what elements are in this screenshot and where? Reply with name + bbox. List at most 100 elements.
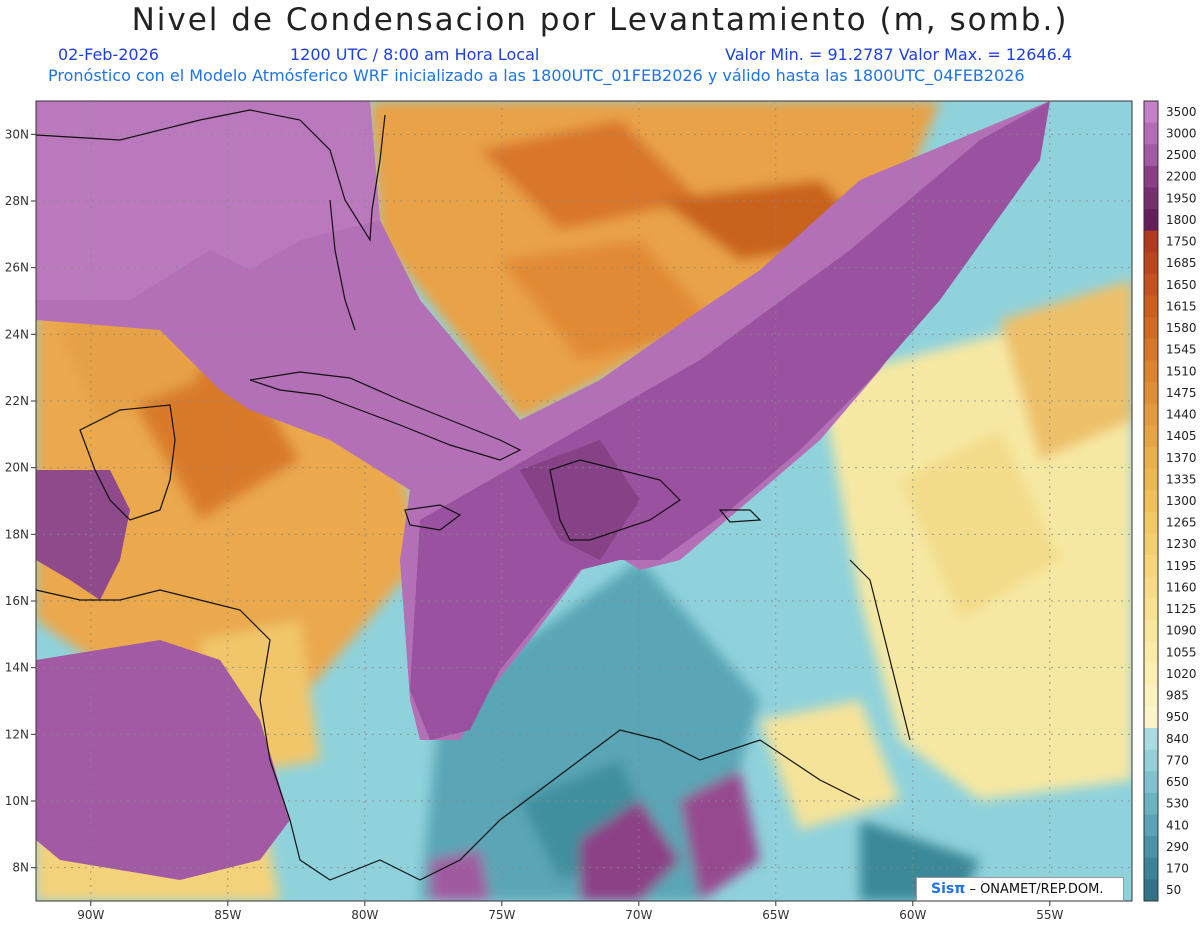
colorbar-label: 1335 (1166, 472, 1197, 486)
lon-tick-label: 65W (762, 908, 789, 922)
lat-tick-label: 26N (5, 261, 29, 275)
colorbar-swatch (1144, 252, 1158, 275)
colorbar-swatch (1144, 360, 1158, 383)
lon-tick-label: 90W (77, 908, 104, 922)
colorbar-label: 1800 (1166, 213, 1197, 227)
lon-tick-label: 80W (351, 908, 378, 922)
colorbar-label: 950 (1166, 710, 1189, 724)
colorbar-swatch (1144, 317, 1158, 340)
grid-lines (36, 101, 1132, 901)
colorbar-swatch (1144, 814, 1158, 837)
lat-tick-label: 14N (5, 661, 29, 675)
map-title: Nivel de Condensacion por Levantamiento … (131, 2, 1069, 38)
colorbar-label: 650 (1166, 775, 1189, 789)
colorbar-swatch (1144, 684, 1158, 707)
colorbar-swatch (1144, 490, 1158, 513)
lat-tick-label: 22N (5, 394, 29, 408)
lon-tick-label: 60W (899, 908, 926, 922)
colorbar-label: 2200 (1166, 170, 1197, 184)
colorbar-swatch (1144, 511, 1158, 534)
lat-tick-label: 20N (5, 461, 29, 475)
credit-org: – ONAMET/REP.DOM. (969, 882, 1104, 897)
colorbar-label: 985 (1166, 689, 1189, 703)
colorbar-label: 1020 (1166, 667, 1197, 681)
colorbar-swatch (1144, 101, 1158, 124)
colorbar-swatch (1144, 382, 1158, 405)
colorbar-label: 1440 (1166, 408, 1197, 422)
colorbar-swatch (1144, 425, 1158, 448)
lat-tick-label: 16N (5, 594, 29, 608)
colorbar-swatch (1144, 555, 1158, 578)
colorbar-swatch (1144, 641, 1158, 664)
colorbar-label: 770 (1166, 753, 1189, 767)
purple-region-north (36, 101, 1050, 740)
lat-tick-label: 24N (5, 327, 29, 341)
colorbar-swatch (1144, 122, 1158, 145)
colorbar: 3500 3000 2500 2200 1950 1800 1750 1685 1650 1615… (1143, 100, 1197, 902)
colorbar-label: 1950 (1166, 191, 1197, 205)
colorbar-label: 170 (1166, 862, 1189, 876)
colorbar-label: 1125 (1166, 602, 1197, 616)
colorbar-label: 410 (1166, 818, 1189, 832)
sis-logo-text: Sisπ (931, 881, 966, 897)
model-description: Pronóstico con el Modelo Atmósferico WRF… (48, 66, 1025, 85)
colorbar-swatch (1144, 165, 1158, 188)
colorbar-label: 3500 (1166, 105, 1197, 119)
lat-tick-label: 12N (5, 727, 29, 741)
map-field (36, 101, 1132, 901)
lat-tick-label: 28N (5, 194, 29, 208)
colorbar-label: 1475 (1166, 386, 1197, 400)
colorbar-label: 1750 (1166, 235, 1197, 249)
colorbar-swatch (1144, 230, 1158, 253)
coastlines (35, 109, 911, 881)
colorbar-swatch (1144, 295, 1158, 318)
lat-tick-label: 8N (12, 861, 29, 875)
lat-tick-label: 30N (5, 127, 29, 141)
colorbar-label: 1195 (1166, 559, 1197, 573)
colorbar-label: 1405 (1166, 429, 1197, 443)
purple-region-sw (36, 640, 290, 880)
colorbar-swatch (1144, 209, 1158, 232)
lon-tick-label: 70W (625, 908, 652, 922)
purple-band-diagonal (410, 101, 1050, 740)
colorbar-swatch (1144, 403, 1158, 426)
colorbar-label: 1510 (1166, 364, 1197, 378)
colorbar-label: 3000 (1166, 126, 1197, 140)
lat-tick-label: 18N (5, 527, 29, 541)
colorbar-label: 1090 (1166, 624, 1197, 638)
lon-tick-label: 85W (214, 908, 241, 922)
colorbar-swatch (1144, 619, 1158, 643)
forecast-date: 02-Feb-2026 (58, 45, 159, 64)
colorbar-swatch (1144, 576, 1158, 599)
colorbar-label: 1230 (1166, 537, 1197, 551)
colorbar-swatch (1144, 338, 1158, 361)
colorbar-label: 530 (1166, 797, 1189, 811)
colorbar-label: 1055 (1166, 645, 1197, 659)
colorbar-swatch (1144, 749, 1158, 772)
colorbar-swatch (1144, 598, 1158, 621)
lat-tick-label: 10N (5, 794, 29, 808)
colorbar-swatch (1144, 771, 1158, 794)
colorbar-label: 1580 (1166, 321, 1197, 335)
colorbar-label: 1160 (1166, 580, 1197, 594)
colorbar-label: 2500 (1166, 148, 1197, 162)
colorbar-swatch (1144, 663, 1158, 686)
axis-ticks: 90W 85W 80W 75W 70W 65W 60W 55W 30N 28N 26N 24N 22N 2… (5, 127, 1064, 922)
colorbar-swatch (1144, 836, 1158, 859)
colorbar-label: 290 (1166, 840, 1189, 854)
colorbar-swatch (1144, 879, 1158, 902)
colorbar-swatch (1144, 468, 1158, 491)
colorbar-label: 1265 (1166, 516, 1197, 530)
colorbar-swatch (1144, 144, 1158, 167)
colorbar-swatch (1144, 728, 1158, 751)
colorbar-label: 1545 (1166, 343, 1197, 357)
colorbar-label: 1300 (1166, 494, 1197, 508)
forecast-time: 1200 UTC / 8:00 am Hora Local (290, 45, 540, 64)
lon-tick-label: 55W (1036, 908, 1063, 922)
colorbar-swatch (1144, 792, 1158, 816)
colorbar-swatch (1144, 706, 1158, 729)
colorbar-label: 50 (1166, 883, 1181, 897)
colorbar-swatch (1144, 446, 1158, 470)
colorbar-label: 1370 (1166, 451, 1197, 465)
